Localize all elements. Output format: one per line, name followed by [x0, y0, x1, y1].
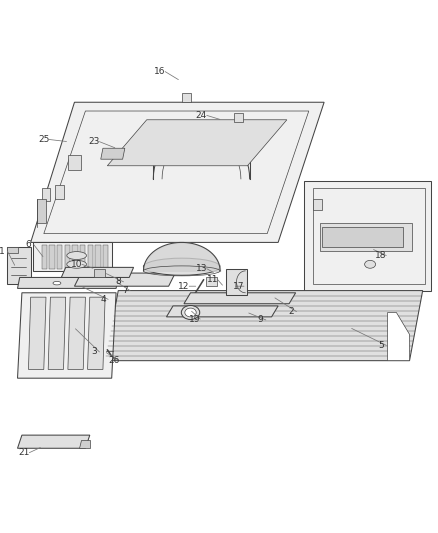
Text: 4: 4	[100, 295, 106, 304]
Polygon shape	[7, 247, 18, 253]
Polygon shape	[48, 297, 66, 369]
Polygon shape	[31, 102, 324, 243]
Ellipse shape	[53, 281, 61, 285]
Polygon shape	[68, 155, 81, 170]
Polygon shape	[64, 246, 70, 269]
Polygon shape	[37, 199, 46, 223]
Text: 16: 16	[154, 67, 166, 76]
Text: 5: 5	[378, 341, 384, 350]
Polygon shape	[107, 120, 287, 166]
Text: 26: 26	[108, 356, 120, 365]
Ellipse shape	[143, 258, 220, 275]
Polygon shape	[28, 297, 46, 369]
Polygon shape	[313, 188, 425, 284]
Text: 21: 21	[18, 448, 30, 457]
Text: 2: 2	[289, 307, 294, 316]
Polygon shape	[42, 246, 47, 269]
Polygon shape	[184, 293, 296, 304]
Polygon shape	[18, 293, 116, 378]
Text: 1: 1	[0, 247, 5, 256]
Polygon shape	[103, 246, 108, 269]
Text: 13: 13	[196, 264, 207, 273]
Polygon shape	[7, 247, 31, 284]
Polygon shape	[234, 113, 243, 122]
Polygon shape	[88, 297, 105, 369]
Text: 9: 9	[258, 316, 264, 325]
Text: 23: 23	[88, 137, 100, 146]
Polygon shape	[18, 435, 90, 448]
Text: 7: 7	[122, 286, 128, 295]
Polygon shape	[304, 181, 431, 290]
Polygon shape	[95, 246, 100, 269]
Polygon shape	[105, 290, 423, 361]
Polygon shape	[42, 188, 50, 201]
Text: 24: 24	[196, 111, 207, 120]
Text: 25: 25	[38, 135, 49, 144]
Polygon shape	[322, 227, 403, 247]
Text: 19: 19	[189, 314, 201, 324]
Polygon shape	[68, 297, 85, 369]
Polygon shape	[61, 268, 134, 278]
Text: 10: 10	[71, 260, 82, 269]
Polygon shape	[388, 312, 410, 361]
Polygon shape	[79, 440, 90, 448]
Polygon shape	[94, 269, 105, 277]
Polygon shape	[49, 246, 54, 269]
Polygon shape	[166, 306, 278, 317]
Ellipse shape	[67, 252, 86, 260]
Text: 17: 17	[233, 282, 244, 290]
Polygon shape	[313, 199, 322, 209]
Polygon shape	[74, 273, 175, 286]
Polygon shape	[320, 223, 412, 251]
Polygon shape	[33, 243, 112, 271]
Polygon shape	[72, 246, 78, 269]
Polygon shape	[57, 246, 62, 269]
Text: 6: 6	[25, 240, 32, 249]
Polygon shape	[80, 246, 85, 269]
Polygon shape	[44, 111, 309, 233]
Polygon shape	[101, 148, 125, 159]
Text: 3: 3	[91, 348, 97, 357]
Text: 11: 11	[207, 275, 218, 284]
Polygon shape	[206, 278, 217, 286]
Text: 18: 18	[375, 251, 387, 260]
Text: 12: 12	[178, 282, 190, 290]
Polygon shape	[18, 278, 118, 288]
Polygon shape	[182, 93, 191, 102]
Ellipse shape	[181, 305, 200, 319]
Polygon shape	[55, 185, 64, 199]
Ellipse shape	[67, 260, 86, 268]
Polygon shape	[88, 246, 93, 269]
Text: 8: 8	[115, 277, 121, 286]
Polygon shape	[226, 269, 247, 295]
Ellipse shape	[185, 308, 196, 317]
Ellipse shape	[364, 260, 376, 268]
